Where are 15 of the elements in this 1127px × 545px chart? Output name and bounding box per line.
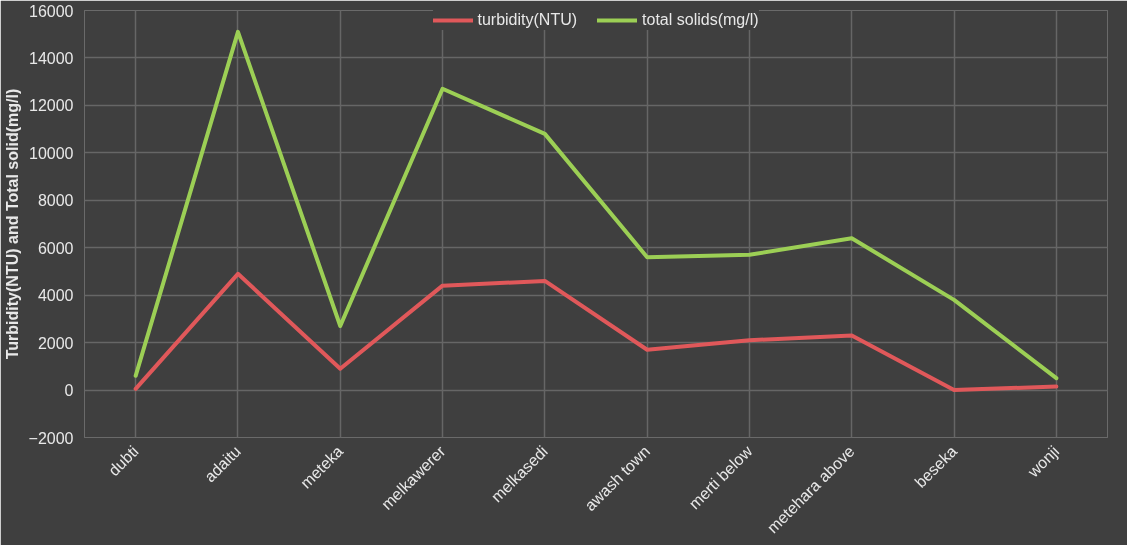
legend-label: total solids(mg/l) xyxy=(642,11,759,29)
y-axis-title: Turbidity(NTU) and Total solid(mg/l) xyxy=(3,88,21,360)
y-tick-label: −2000 xyxy=(28,429,74,447)
y-tick-label: 14000 xyxy=(29,49,74,67)
y-tick-label: 12000 xyxy=(29,97,74,115)
line-series xyxy=(133,29,1059,381)
y-tick-label: 2000 xyxy=(37,334,74,352)
y-tick-label: 16000 xyxy=(29,2,74,20)
y-tick-label: 4000 xyxy=(37,287,74,305)
line-series xyxy=(133,271,1059,393)
y-tick-label: 6000 xyxy=(37,239,74,257)
y-tick-label: 8000 xyxy=(37,192,74,210)
y-tick-label: 10000 xyxy=(29,144,74,162)
legend-label: turbidity(NTU) xyxy=(477,11,578,29)
y-tick-label: 0 xyxy=(64,382,74,400)
